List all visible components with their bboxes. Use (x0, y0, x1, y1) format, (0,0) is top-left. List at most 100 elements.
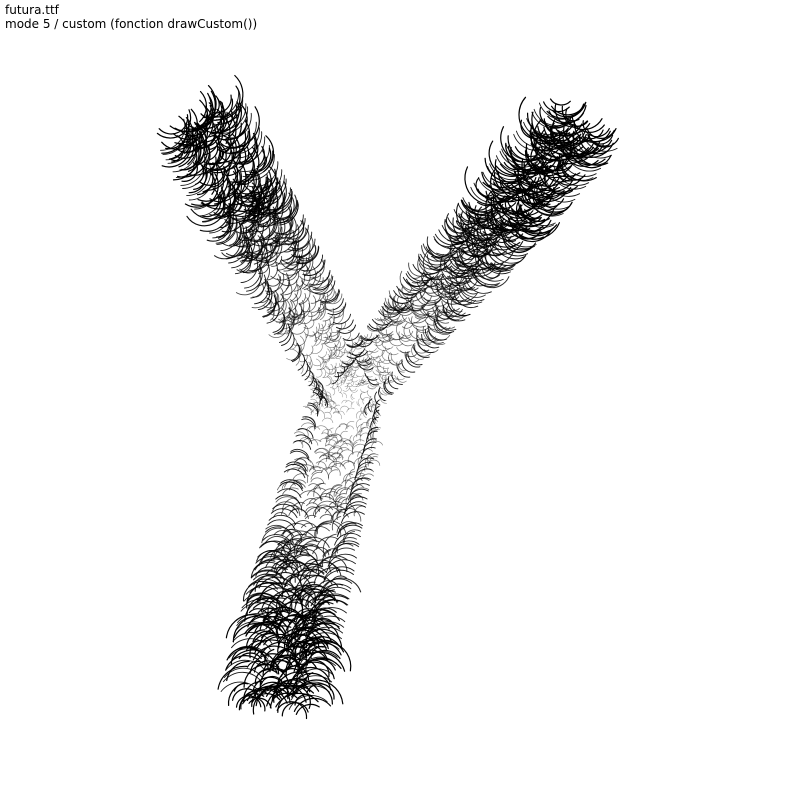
arc-stroke-69 (355, 382, 361, 385)
arc-stroke-1938 (235, 621, 275, 634)
arc-stroke-1761 (356, 430, 364, 438)
arc-stroke-1288 (478, 177, 517, 194)
arc-stroke-1141 (388, 335, 404, 347)
arc-stroke-1451 (332, 434, 343, 440)
arc-stroke-266 (267, 274, 281, 296)
arc-stroke-1224 (565, 150, 602, 172)
arc-stroke-1560 (361, 426, 369, 433)
arc-stroke-1572 (341, 479, 355, 489)
arc-stroke-1650 (289, 482, 306, 491)
arc-stroke-1251 (453, 291, 479, 308)
arc-stroke-276 (332, 344, 337, 356)
arc-stroke-381 (280, 272, 290, 296)
arc-stroke-1667 (337, 410, 345, 415)
arc-stroke-929 (351, 337, 365, 347)
arc-stroke-1875 (331, 540, 360, 554)
arc-stroke-624 (308, 370, 314, 387)
arc-stroke-1191 (416, 329, 428, 341)
arc-stroke-52 (293, 275, 304, 292)
arc-stroke-290 (291, 322, 306, 335)
arc-stroke-1504 (294, 458, 308, 465)
arc-stroke-685 (381, 341, 394, 350)
arc-stroke-1848 (300, 581, 316, 597)
arc-stroke-504 (283, 307, 295, 330)
arc-stroke-576 (351, 351, 368, 357)
arc-stroke-543 (239, 144, 270, 172)
arc-stroke-1528 (350, 401, 355, 407)
arc-stroke-1532 (331, 453, 343, 460)
arc-stroke-1060 (445, 213, 470, 234)
arc-stroke-805 (408, 282, 429, 292)
arc-stroke-960 (500, 217, 532, 251)
arc-stroke-1646 (297, 464, 316, 472)
arc-stroke-1192 (456, 236, 480, 246)
arc-stroke-12 (350, 372, 356, 378)
arc-stroke-797 (363, 346, 377, 353)
arc-stroke-1745 (271, 654, 302, 668)
arc-stroke-1279 (515, 130, 555, 148)
arc-stroke-1178 (389, 317, 406, 324)
arc-stroke-1751 (281, 665, 310, 681)
arc-stroke-1258 (424, 329, 444, 344)
arc-stroke-988 (362, 390, 368, 393)
arc-stroke-566 (319, 288, 340, 303)
arc-stroke-200 (334, 377, 343, 385)
arc-stroke-732 (423, 272, 445, 281)
arc-stroke-738 (357, 361, 369, 369)
arc-stroke-1574 (273, 529, 291, 536)
arc-stroke-530 (218, 178, 237, 219)
arc-stroke-544 (242, 150, 273, 178)
arc-stroke-71 (299, 272, 306, 288)
arc-stroke-1225 (560, 156, 597, 177)
arc-stroke-1009 (561, 165, 586, 181)
arc-stroke-1124 (379, 357, 391, 364)
arc-stroke-729 (375, 340, 390, 351)
arc-stroke-553 (272, 203, 299, 226)
arc-stroke-62 (310, 388, 315, 398)
arc-stroke-1852 (346, 421, 355, 429)
arc-stroke-1827 (350, 494, 364, 501)
arc-stroke-1886 (310, 607, 347, 622)
arc-stroke-1876 (331, 542, 360, 556)
arc-stroke-476 (250, 213, 272, 233)
arc-stroke-1286 (487, 165, 526, 183)
arc-stroke-1292 (460, 199, 498, 215)
arc-stroke-1231 (533, 188, 570, 210)
arc-stroke-906 (426, 236, 465, 261)
arc-stroke-1529 (328, 400, 335, 405)
arc-stroke-1731 (273, 512, 288, 518)
arc-stroke-1759 (285, 658, 318, 678)
arc-stroke-556 (284, 224, 309, 245)
arc-stroke-1642 (231, 649, 280, 675)
arc-stroke-1902 (312, 391, 321, 406)
arc-stroke-1046 (373, 360, 382, 368)
arc-stroke-579 (359, 364, 374, 371)
arc-stroke-219 (358, 379, 365, 382)
arc-stroke-1884 (315, 593, 350, 608)
arc-stroke-1233 (528, 195, 564, 217)
arc-stroke-1694 (310, 398, 318, 408)
arc-stroke-5 (349, 369, 357, 375)
arc-stroke-1142 (497, 235, 512, 244)
arc-stroke-687 (435, 320, 452, 335)
arc-stroke-552 (271, 201, 298, 224)
arc-stroke-485 (266, 297, 275, 316)
arc-stroke-67 (290, 337, 298, 350)
arc-stroke-25 (320, 302, 325, 317)
arc-stroke-742 (422, 249, 450, 281)
arc-stroke-1578 (312, 504, 334, 516)
arc-stroke-1746 (315, 451, 328, 462)
arc-stroke-1145 (342, 362, 348, 369)
arc-stroke-13 (208, 138, 219, 161)
arc-stroke-401 (341, 374, 347, 383)
arc-stroke-1737 (246, 592, 281, 611)
arc-stroke-1793 (326, 395, 332, 401)
arc-stroke-1738 (321, 429, 333, 434)
arc-stroke-684 (493, 172, 534, 195)
arc-stroke-1117 (507, 200, 540, 216)
arc-stroke-575 (346, 340, 364, 348)
arc-stroke-1247 (470, 268, 499, 287)
arc-stroke-413 (277, 316, 293, 335)
arc-stroke-1283 (499, 150, 538, 168)
